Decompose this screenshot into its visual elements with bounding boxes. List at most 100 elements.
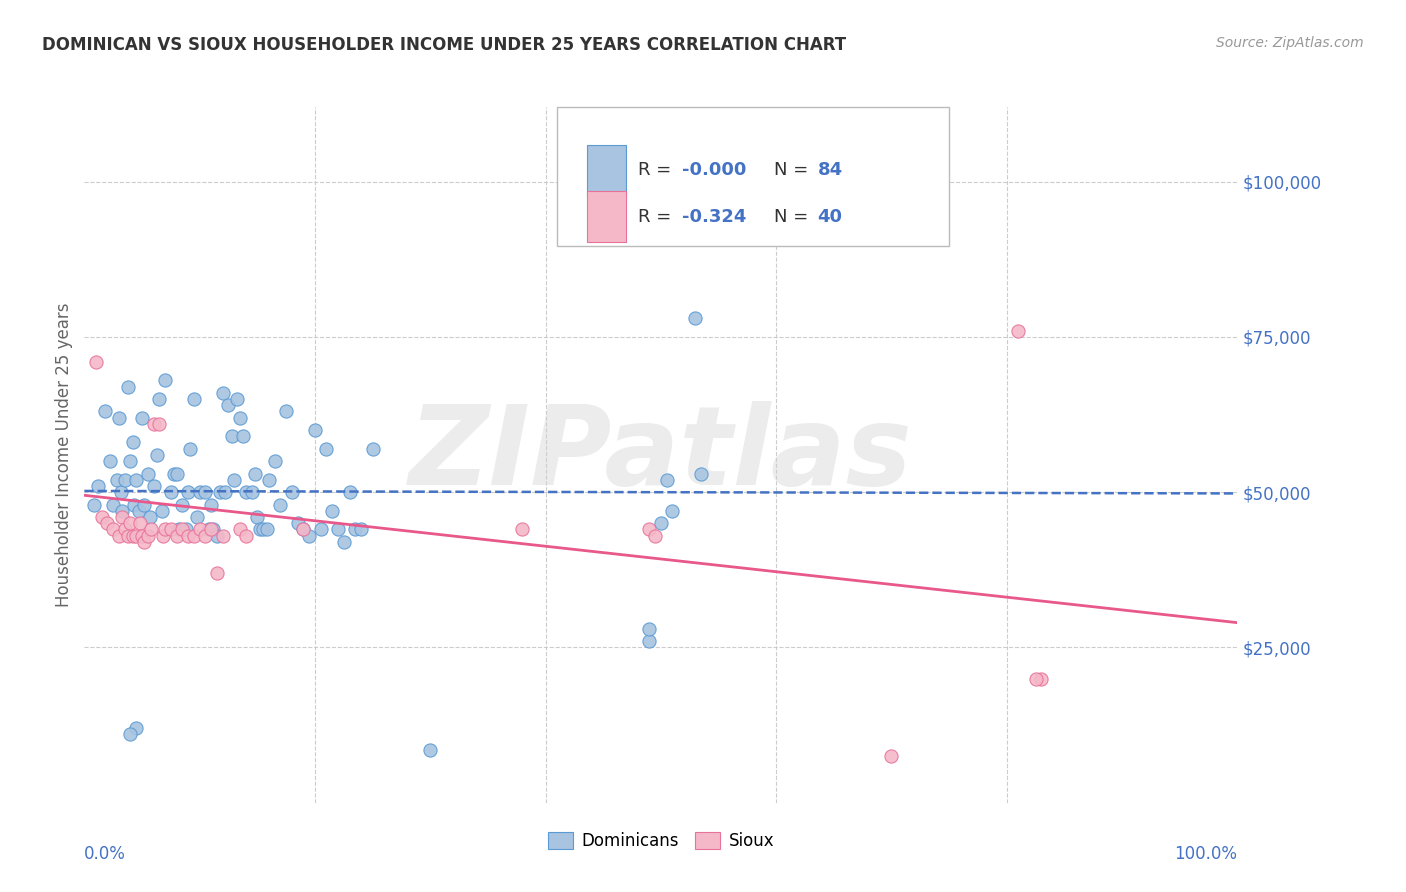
Point <box>321 504 343 518</box>
Point <box>134 534 156 549</box>
Point <box>167 523 190 537</box>
Text: R =: R = <box>638 208 676 226</box>
Point <box>188 523 211 537</box>
Text: 84: 84 <box>818 161 842 179</box>
Point <box>350 523 373 537</box>
Point <box>205 529 228 543</box>
Point <box>333 534 356 549</box>
Point <box>90 510 112 524</box>
Point <box>177 485 200 500</box>
Point <box>690 467 713 481</box>
Point <box>194 529 217 543</box>
Point <box>150 504 173 518</box>
Point <box>128 504 150 518</box>
Point <box>183 392 205 406</box>
Point <box>235 529 257 543</box>
Point <box>148 392 170 406</box>
Text: 0.0%: 0.0% <box>84 845 127 863</box>
Point <box>240 485 263 500</box>
Point <box>186 510 208 524</box>
Point <box>122 498 145 512</box>
Y-axis label: Householder Income Under 25 years: Householder Income Under 25 years <box>55 302 73 607</box>
Point <box>256 523 278 537</box>
Point <box>298 529 321 543</box>
Point <box>177 529 200 543</box>
Point <box>94 404 117 418</box>
Point <box>174 523 197 537</box>
Point <box>211 385 233 400</box>
Point <box>114 473 136 487</box>
Point <box>292 523 315 537</box>
Point <box>685 311 707 326</box>
Point <box>166 467 188 481</box>
Text: N =: N = <box>773 208 814 226</box>
Text: N =: N = <box>773 161 814 179</box>
Point <box>131 529 153 543</box>
Point <box>142 479 165 493</box>
Text: ZIPatlas: ZIPatlas <box>409 401 912 508</box>
Point <box>225 392 247 406</box>
Point <box>309 523 332 537</box>
Point <box>142 417 165 431</box>
Point <box>211 529 233 543</box>
Point <box>243 467 266 481</box>
Point <box>111 504 134 518</box>
Point <box>111 510 134 524</box>
Point <box>98 454 121 468</box>
Point <box>880 749 903 764</box>
Point <box>125 721 148 735</box>
Point <box>246 510 269 524</box>
Legend: Dominicans, Sioux: Dominicans, Sioux <box>541 826 780 857</box>
FancyBboxPatch shape <box>588 145 626 196</box>
Point <box>121 529 143 543</box>
Point <box>224 473 246 487</box>
Point <box>139 510 162 524</box>
Text: 40: 40 <box>818 208 842 226</box>
Point <box>131 410 153 425</box>
FancyBboxPatch shape <box>557 107 949 246</box>
Point <box>125 529 148 543</box>
Point <box>205 566 228 580</box>
Point <box>114 523 136 537</box>
Point <box>512 523 534 537</box>
Point <box>1025 672 1047 686</box>
Point <box>103 498 124 512</box>
Point <box>179 442 201 456</box>
Point <box>117 529 139 543</box>
Point <box>292 523 315 537</box>
Point <box>153 373 176 387</box>
Point <box>229 523 252 537</box>
Point <box>146 448 169 462</box>
Point <box>229 410 252 425</box>
Point <box>214 485 236 500</box>
Point <box>304 423 326 437</box>
Point <box>638 523 661 537</box>
Point <box>361 442 384 456</box>
Point <box>141 523 163 537</box>
Point <box>339 485 361 500</box>
Point <box>87 479 110 493</box>
Text: 100.0%: 100.0% <box>1174 845 1237 863</box>
Point <box>152 529 174 543</box>
Point <box>134 498 156 512</box>
Point <box>249 523 271 537</box>
Point <box>194 485 217 500</box>
Point <box>183 529 205 543</box>
Point <box>200 523 222 537</box>
Point <box>136 467 159 481</box>
Point <box>263 454 285 468</box>
Point <box>221 429 243 443</box>
Point <box>120 516 142 531</box>
Point <box>232 429 254 443</box>
Point <box>287 516 309 531</box>
Point <box>120 727 142 741</box>
Point <box>96 516 118 531</box>
Point <box>326 523 349 537</box>
Point <box>121 435 143 450</box>
Point <box>638 634 661 648</box>
Point <box>105 473 128 487</box>
Point <box>160 485 183 500</box>
Point <box>108 529 131 543</box>
Point <box>84 355 107 369</box>
Point <box>202 523 225 537</box>
